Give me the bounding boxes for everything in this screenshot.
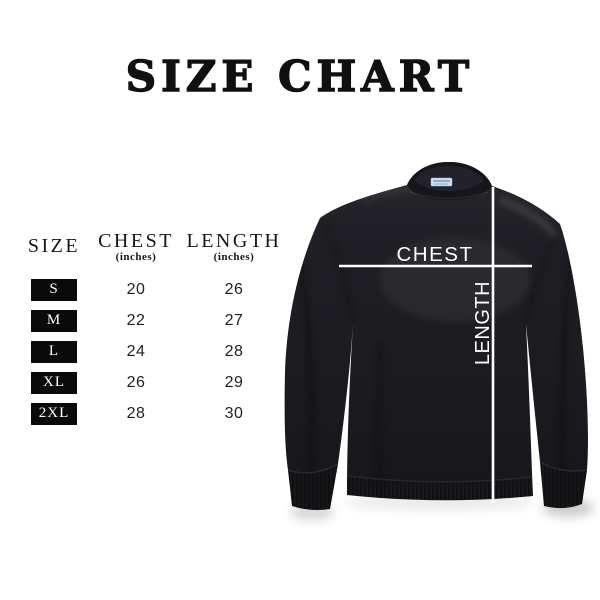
length-value: 30 — [224, 404, 244, 422]
size-header-label: SIZE — [27, 235, 81, 257]
chest-header-label: CHEST — [98, 230, 174, 252]
sweatshirt-photo: CHEST LENGTH — [270, 140, 600, 600]
table-header-row: SIZE CHEST (inches) LENGTH (inches) — [18, 231, 286, 274]
size-table: SIZE CHEST (inches) LENGTH (inches) S 20… — [18, 231, 286, 429]
table-row: L 24 28 — [18, 336, 286, 367]
length-header-unit: (inches) — [213, 251, 255, 263]
table-row: M 22 27 — [18, 305, 286, 336]
collar-tag — [430, 177, 453, 187]
column-header-size: SIZE — [18, 231, 90, 274]
chest-header-unit: (inches) — [115, 251, 157, 263]
chest-value: 24 — [126, 342, 146, 360]
table-row: 2XL 28 30 — [18, 398, 286, 429]
chest-value: 20 — [126, 280, 146, 298]
sweatshirt-body-shape — [284, 162, 588, 510]
length-value: 29 — [224, 373, 244, 391]
chest-value: 28 — [126, 404, 146, 422]
length-value: 28 — [224, 342, 244, 360]
column-header-chest: CHEST (inches) — [90, 231, 182, 274]
length-value: 27 — [224, 311, 244, 329]
column-header-length: LENGTH (inches) — [182, 231, 286, 274]
length-header-label: LENGTH — [186, 230, 282, 252]
size-badge: 2XL — [31, 402, 77, 425]
sweatshirt-illustration: CHEST LENGTH — [284, 162, 594, 520]
chest-line-label: CHEST — [397, 243, 474, 266]
size-badge: L — [31, 340, 77, 363]
table-row: XL 26 29 — [18, 367, 286, 398]
ribbed-trim — [287, 461, 588, 510]
chest-value: 26 — [126, 373, 146, 391]
size-badge: M — [31, 309, 77, 332]
page-title: SIZE CHART — [125, 52, 475, 101]
measurement-overlay: CHEST LENGTH — [339, 187, 532, 503]
length-value: 26 — [224, 280, 244, 298]
length-line-label: LENGTH — [472, 281, 494, 365]
table-row: S 20 26 — [18, 274, 286, 305]
size-badge: S — [31, 278, 77, 301]
chest-value: 22 — [126, 311, 146, 329]
crewneck-collar — [407, 162, 492, 200]
size-badge: XL — [31, 371, 77, 394]
